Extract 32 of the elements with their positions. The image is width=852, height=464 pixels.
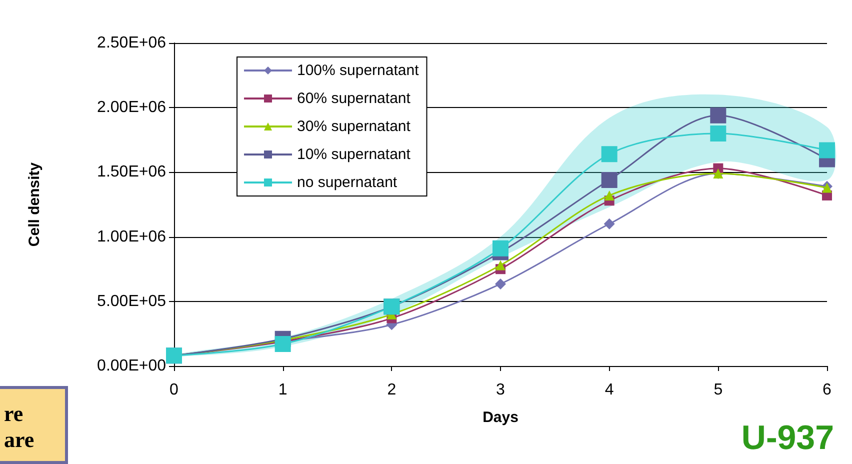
y-tick-label: 0.00E+00 [97, 358, 166, 374]
legend-label: 30% supernatant [297, 118, 412, 135]
point [819, 142, 835, 158]
point [710, 107, 726, 124]
legend-label: 60% supernatant [297, 90, 412, 107]
y-tick-label: 2.00E+06 [97, 99, 166, 116]
x-tick-label: 4 [604, 382, 614, 398]
point [601, 172, 618, 188]
x-axis-title: Days [482, 409, 518, 426]
point [710, 125, 726, 142]
x-tick-label: 0 [170, 382, 179, 398]
x-tick-label: 5 [714, 382, 723, 398]
point [601, 146, 618, 162]
point [604, 190, 614, 200]
legend-label: 100% supernatant [297, 62, 420, 79]
y-tick-label: 1.50E+06 [97, 164, 166, 181]
y-tick-label: 5.00E+05 [97, 292, 166, 310]
x-tick-label: 3 [496, 382, 506, 398]
point [495, 278, 506, 290]
y-axis-title: Cell density [26, 162, 43, 247]
point [604, 218, 615, 230]
y-tick-label: 2.50E+06 [97, 34, 166, 52]
point [492, 240, 508, 256]
x-tick-label: 2 [387, 382, 396, 398]
point [274, 336, 291, 352]
legend-label: no supernatant [297, 174, 398, 191]
point [496, 260, 506, 270]
x-tick-label: 1 [278, 382, 288, 398]
x-tick-label: 6 [822, 382, 832, 398]
legend-label: 10% supernatant [297, 146, 412, 163]
y-tick-label: 1.00E+06 [97, 228, 166, 246]
text: U-937 [741, 419, 834, 458]
